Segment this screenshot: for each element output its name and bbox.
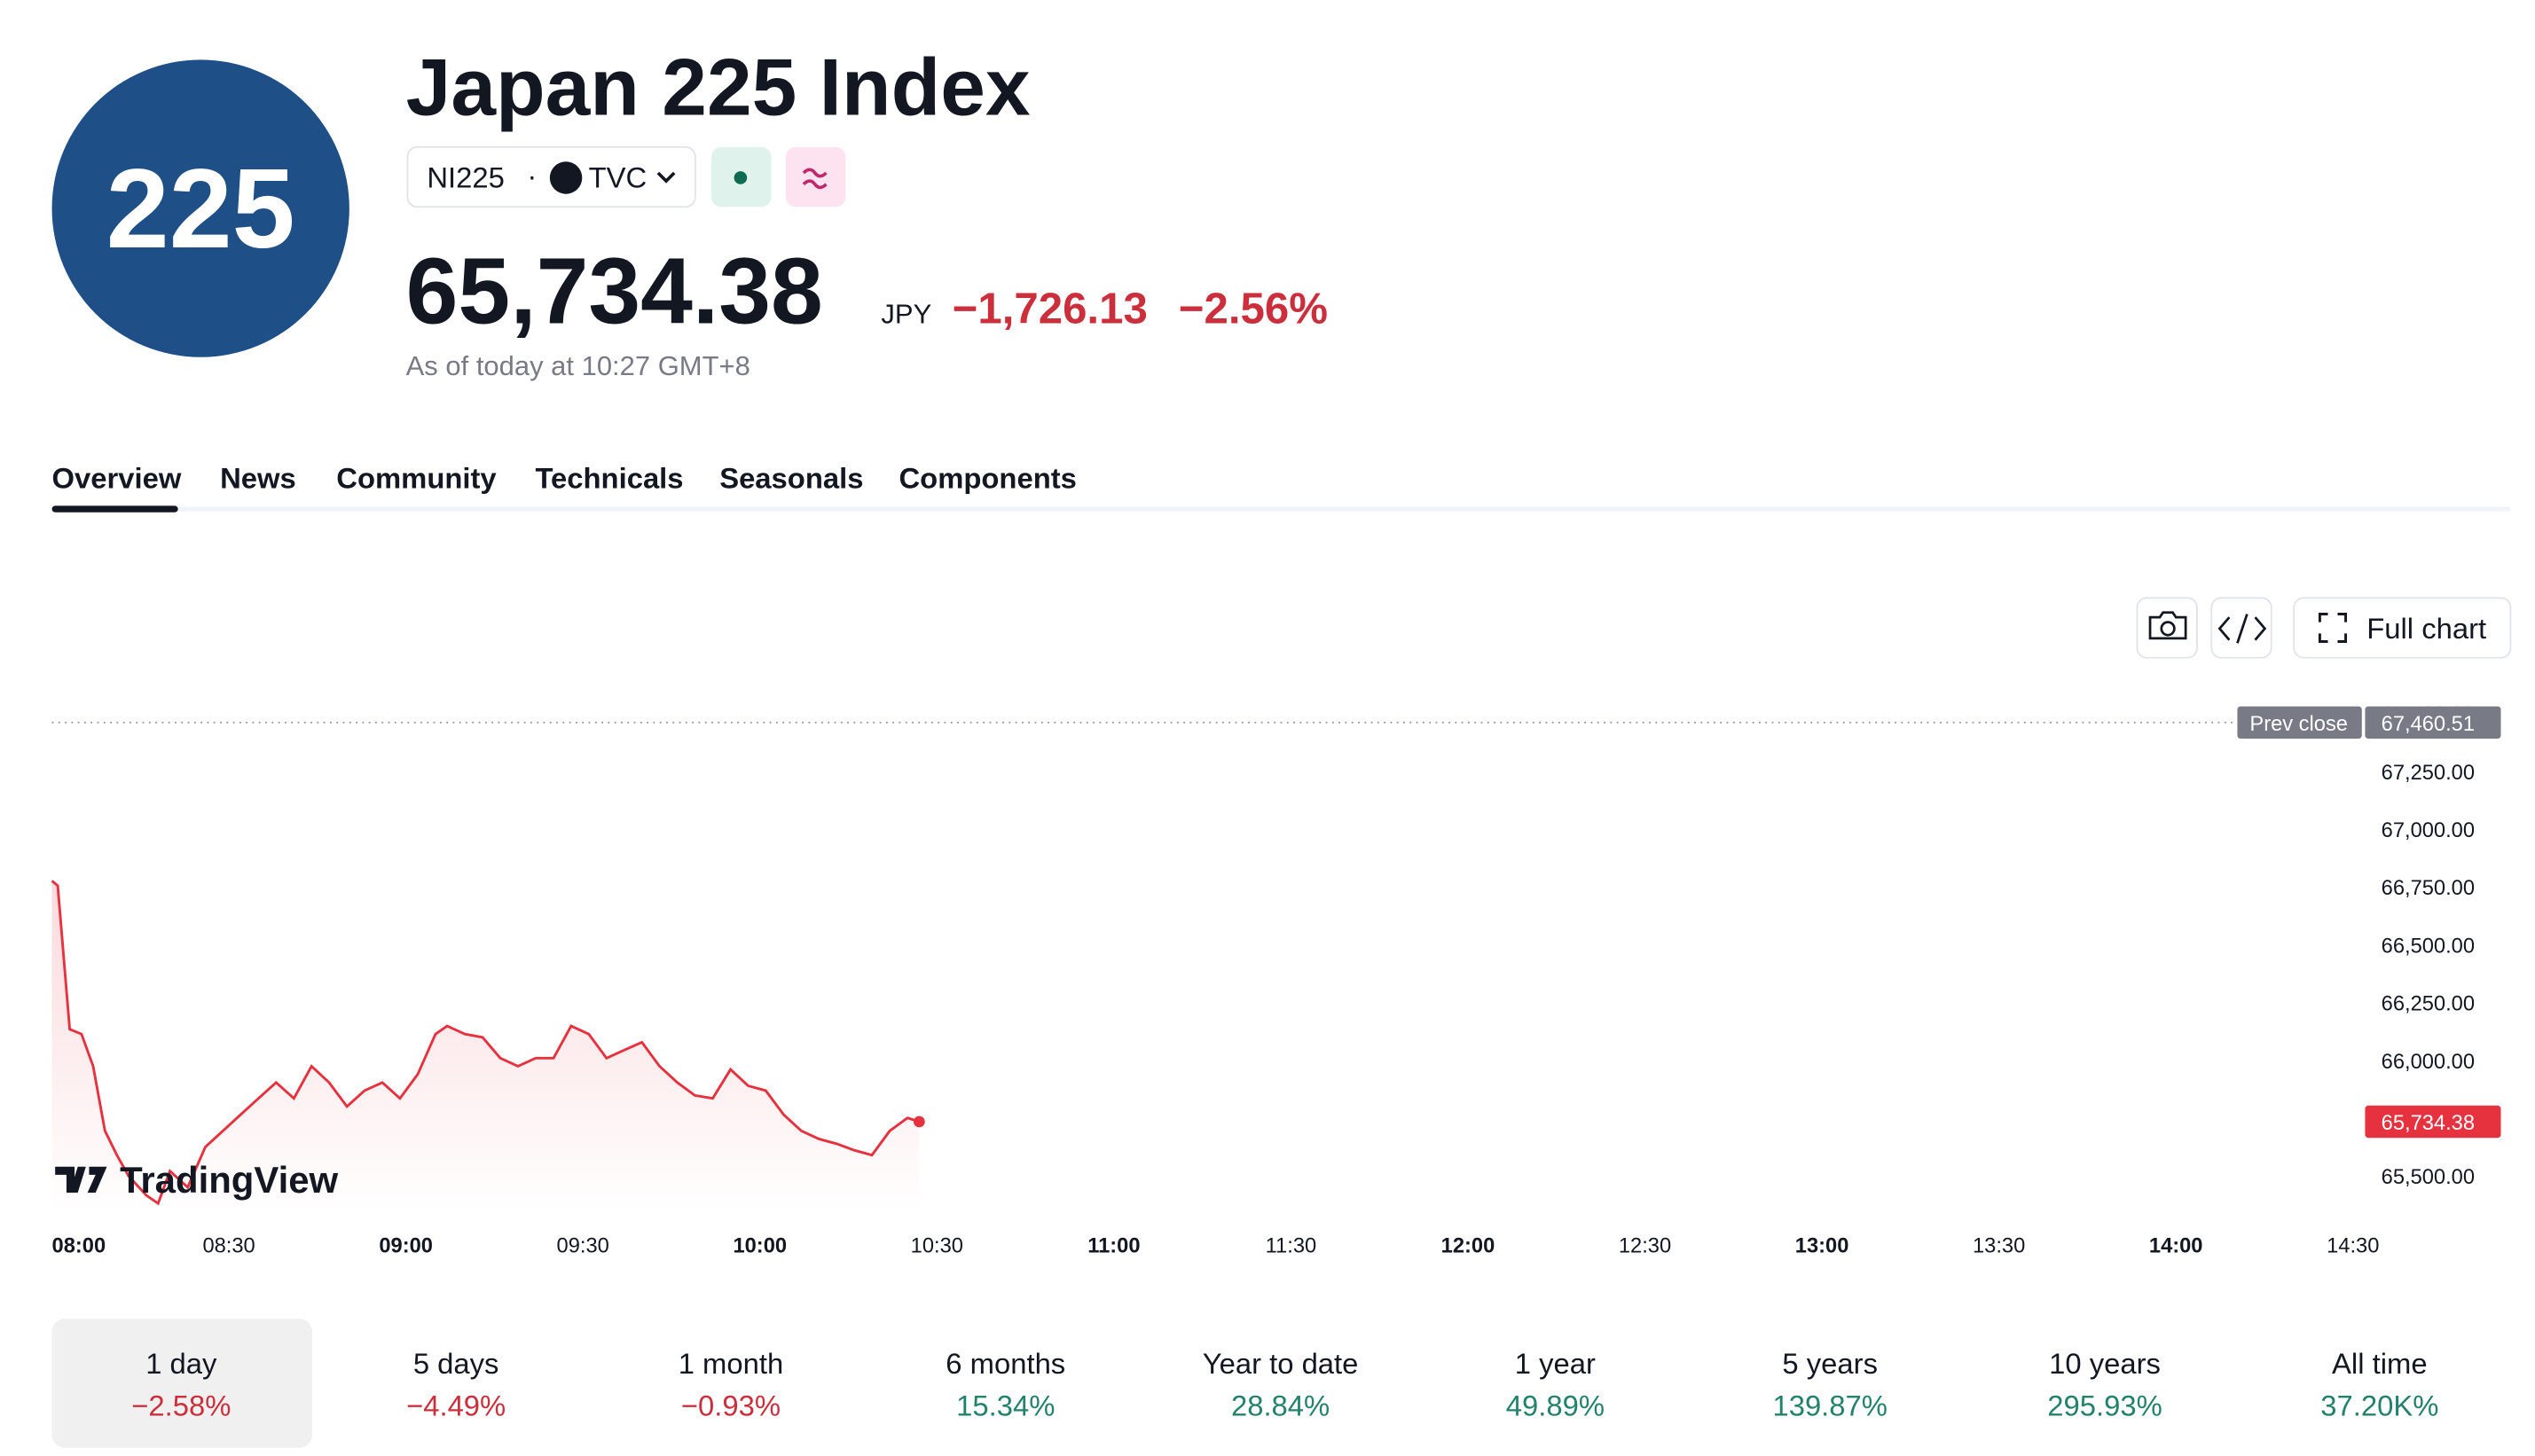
x-tick-label: 11:00: [1087, 1234, 1140, 1257]
period-button[interactable]: [1975, 1319, 2235, 1448]
logo-text: 225: [106, 146, 295, 272]
y-tick-label: 67,250.00: [2382, 762, 2475, 785]
period-selected: [51, 1319, 312, 1448]
tab[interactable]: Technicals: [535, 461, 683, 494]
x-tick-label: 14:30: [2327, 1234, 2379, 1257]
full-chart-label: Full chart: [2366, 612, 2486, 645]
y-tick-label: 66,250.00: [2382, 993, 2475, 1016]
line: [51, 880, 920, 1206]
period-button[interactable]: [1700, 1319, 1960, 1448]
prev-close-label: 67,460.51: [2382, 713, 2475, 736]
x-tick-label: 12:30: [1619, 1234, 1671, 1257]
x-tick-label: 10:00: [733, 1234, 787, 1257]
last-point: [913, 1115, 925, 1128]
period-change: 295.93%: [2047, 1389, 2162, 1421]
camera-lens: [2160, 621, 2176, 637]
exchange-icon: [549, 161, 583, 194]
x-tick-label: 11:30: [1266, 1234, 1317, 1257]
period-change: −0.93%: [681, 1389, 781, 1421]
chart: 65,500.0065,750.0066,000.0066,250.0066,5…: [51, 704, 2501, 1257]
y-tick-label: 65,500.00: [2382, 1166, 2475, 1189]
y-tick-label: 66,500.00: [2382, 935, 2475, 958]
y-tick-label: 66,000.00: [2382, 1051, 2475, 1074]
tab[interactable]: Overview: [52, 461, 182, 494]
x-tick-label: 14:00: [2149, 1234, 2203, 1257]
area: [51, 881, 920, 1216]
period-button[interactable]: [876, 1319, 1136, 1448]
delay-chip[interactable]: [785, 146, 846, 207]
y-tick-label: 66,750.00: [2382, 877, 2475, 900]
symbol: NI225: [427, 160, 505, 193]
title: Japan 225 Index: [406, 43, 1031, 132]
currency: JPY: [881, 298, 931, 329]
fullscreen-icon: [2318, 613, 2348, 643]
x-tick-label: 13:00: [1795, 1234, 1849, 1257]
period-label: 1 day: [145, 1347, 217, 1380]
last-badge: [2365, 1105, 2501, 1139]
exchange: TVC: [589, 160, 647, 193]
period-label: 5 years: [1782, 1347, 1878, 1380]
tab-underline: [51, 505, 178, 513]
tab[interactable]: Community: [336, 461, 497, 494]
x-tick-label: 10:30: [911, 1234, 963, 1257]
period-button[interactable]: [1151, 1319, 1411, 1448]
price: 65,734.38: [406, 239, 823, 343]
prev-close-tag: [2237, 706, 2362, 740]
last-label: 65,734.38: [2382, 1112, 2475, 1135]
period-change: −2.58%: [131, 1389, 231, 1421]
status-dot: [734, 171, 748, 184]
period-change: 139.87%: [1772, 1389, 1887, 1421]
brand-text: TradingView: [120, 1159, 338, 1201]
logo: [51, 59, 349, 357]
period-change: 49.89%: [1506, 1389, 1605, 1421]
period-change: −4.49%: [406, 1389, 506, 1421]
x-tick-label: 09:30: [557, 1234, 609, 1257]
x-tick-label: 08:30: [202, 1234, 255, 1257]
chevron: [656, 171, 676, 184]
brand-logo: [55, 1166, 107, 1193]
x-tick-label: 13:30: [1973, 1234, 2025, 1257]
period-change: 28.84%: [1231, 1389, 1330, 1421]
tab[interactable]: Components: [899, 461, 1076, 494]
period-button[interactable]: [326, 1319, 586, 1448]
period-label: 5 days: [413, 1347, 499, 1380]
as-of: As of today at 10:27 GMT+8: [406, 350, 750, 381]
x-tick-label: 12:00: [1441, 1234, 1495, 1257]
camera-icon: [2148, 611, 2187, 640]
period-button[interactable]: [2250, 1319, 2510, 1448]
brand: [55, 1166, 107, 1193]
screenshot-button[interactable]: [2136, 597, 2198, 659]
period-label: 10 years: [2049, 1347, 2161, 1380]
prev-close-badge: [2365, 706, 2501, 740]
delay-icon: [802, 168, 828, 190]
full-chart-button[interactable]: [2293, 597, 2512, 659]
period-label: 6 months: [946, 1347, 1065, 1380]
period-label: 1 month: [679, 1347, 784, 1380]
period-label: All time: [2332, 1347, 2428, 1380]
x-tick-label: 09:00: [379, 1234, 433, 1257]
period-label: 1 year: [1515, 1347, 1596, 1380]
prev-close-name: Prev close: [2249, 713, 2348, 736]
period-button[interactable]: [1426, 1319, 1686, 1448]
change-percent: −2.56%: [1179, 284, 1328, 333]
tab[interactable]: Seasonals: [719, 461, 863, 494]
period-label: Year to date: [1203, 1347, 1359, 1380]
dot: ·: [527, 160, 537, 192]
change: −1,726.13: [953, 284, 1148, 333]
embed-icon: [2217, 614, 2267, 644]
period-change: 15.34%: [956, 1389, 1055, 1421]
tab[interactable]: News: [220, 461, 296, 494]
y-tick-label: 67,000.00: [2382, 819, 2475, 842]
period-button[interactable]: [52, 1319, 312, 1448]
period-button[interactable]: [601, 1319, 861, 1448]
period-change: 37.20K%: [2320, 1389, 2438, 1421]
x-tick-label: 08:00: [52, 1234, 106, 1257]
